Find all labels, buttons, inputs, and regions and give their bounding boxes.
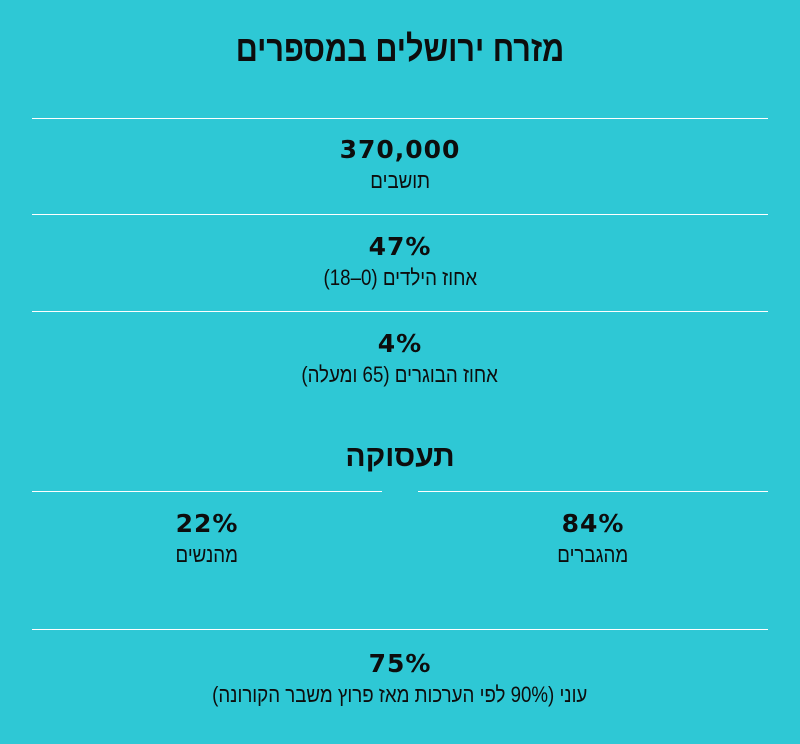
- stat-value: 75%: [368, 649, 432, 678]
- divider-right: [418, 491, 768, 492]
- stat-women-employment: 22% מהנשים: [57, 508, 357, 570]
- stat-label: תושבים: [370, 168, 430, 193]
- stat-label: מהגברים: [557, 542, 629, 567]
- stat-men-employment: 84% מהגברים: [443, 508, 743, 570]
- stat-value: 47%: [368, 232, 432, 261]
- stat-label: אחוז הבוגרים (65 ומעלה): [301, 362, 499, 387]
- page-title: מזרח ירושלים במספרים: [235, 28, 565, 69]
- divider: [32, 214, 768, 215]
- divider: [32, 311, 768, 312]
- divider: [32, 118, 768, 119]
- stat-value: 84%: [561, 509, 625, 538]
- stat-elderly: 4% אחוז הבוגרים (65 ומעלה): [0, 328, 800, 390]
- stat-value: 22%: [175, 509, 239, 538]
- stat-residents: 370,000 תושבים: [0, 134, 800, 196]
- divider-left: [32, 491, 382, 492]
- stat-poverty: 75% עוני (90% לפי הערכות מאז פרוץ משבר ה…: [0, 648, 800, 710]
- divider: [32, 629, 768, 630]
- stat-children: 47% אחוז הילדים (0–18): [0, 231, 800, 293]
- stat-label: עוני (90% לפי הערכות מאז פרוץ משבר הקורו…: [212, 682, 588, 707]
- stat-value: 4%: [377, 329, 423, 358]
- stat-value: 370,000: [339, 135, 461, 164]
- stat-label: מהנשים: [175, 542, 239, 567]
- employment-title: תעסוקה: [345, 440, 455, 473]
- stat-label: אחוז הילדים (0–18): [323, 265, 477, 290]
